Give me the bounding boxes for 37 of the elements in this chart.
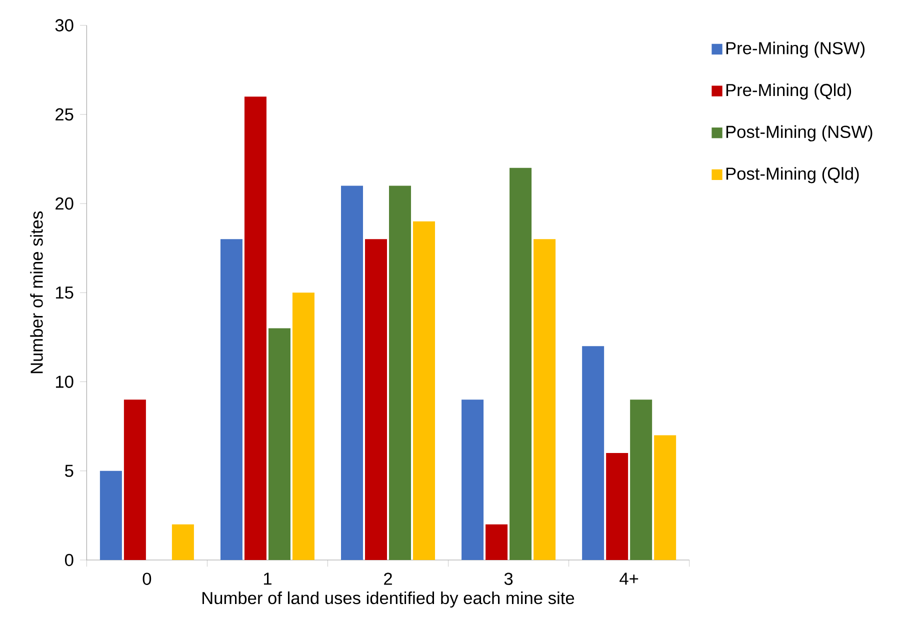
x-tick-label: 3 [504,572,513,585]
y-tick-label: 10 [56,376,74,388]
bar [172,524,194,560]
x-tick-label: 1 [264,572,272,585]
bar [630,400,652,560]
bar [486,524,508,560]
bar [220,239,242,560]
x-tick-label: 0 [142,572,152,585]
bar [100,470,122,560]
bar [244,96,266,560]
bar [534,239,556,560]
y-tick-label: 0 [64,554,74,566]
legend-label: Pre-Mining (Qld) [726,83,852,100]
bar [341,186,364,560]
bar [124,400,146,560]
y-tick-label: 30 [55,19,74,32]
x-tick-label: 2 [384,572,392,585]
bar [413,221,436,560]
bar [582,346,604,560]
bar [606,453,628,560]
bar [365,239,388,560]
y-tick-label: 5 [65,464,74,477]
bar [654,435,676,560]
x-tick-label: 4+ [620,572,638,585]
legend-label: Post-Mining (NSW) [726,125,872,142]
y-tick-label: 25 [56,108,74,121]
legend-label: Post-Mining (Qld) [726,167,859,184]
y-tick-label: 15 [56,286,74,299]
x-axis-title: Number of land uses identified by each mine site [202,591,574,608]
bar [389,186,412,560]
legend-label: Pre-Mining (NSW) [726,42,865,58]
bar [462,400,484,560]
bar [268,328,290,560]
bar [292,292,314,560]
y-axis-title: Number of mine sites [30,211,43,374]
y-tick-label: 20 [56,197,74,210]
bar [510,168,532,560]
